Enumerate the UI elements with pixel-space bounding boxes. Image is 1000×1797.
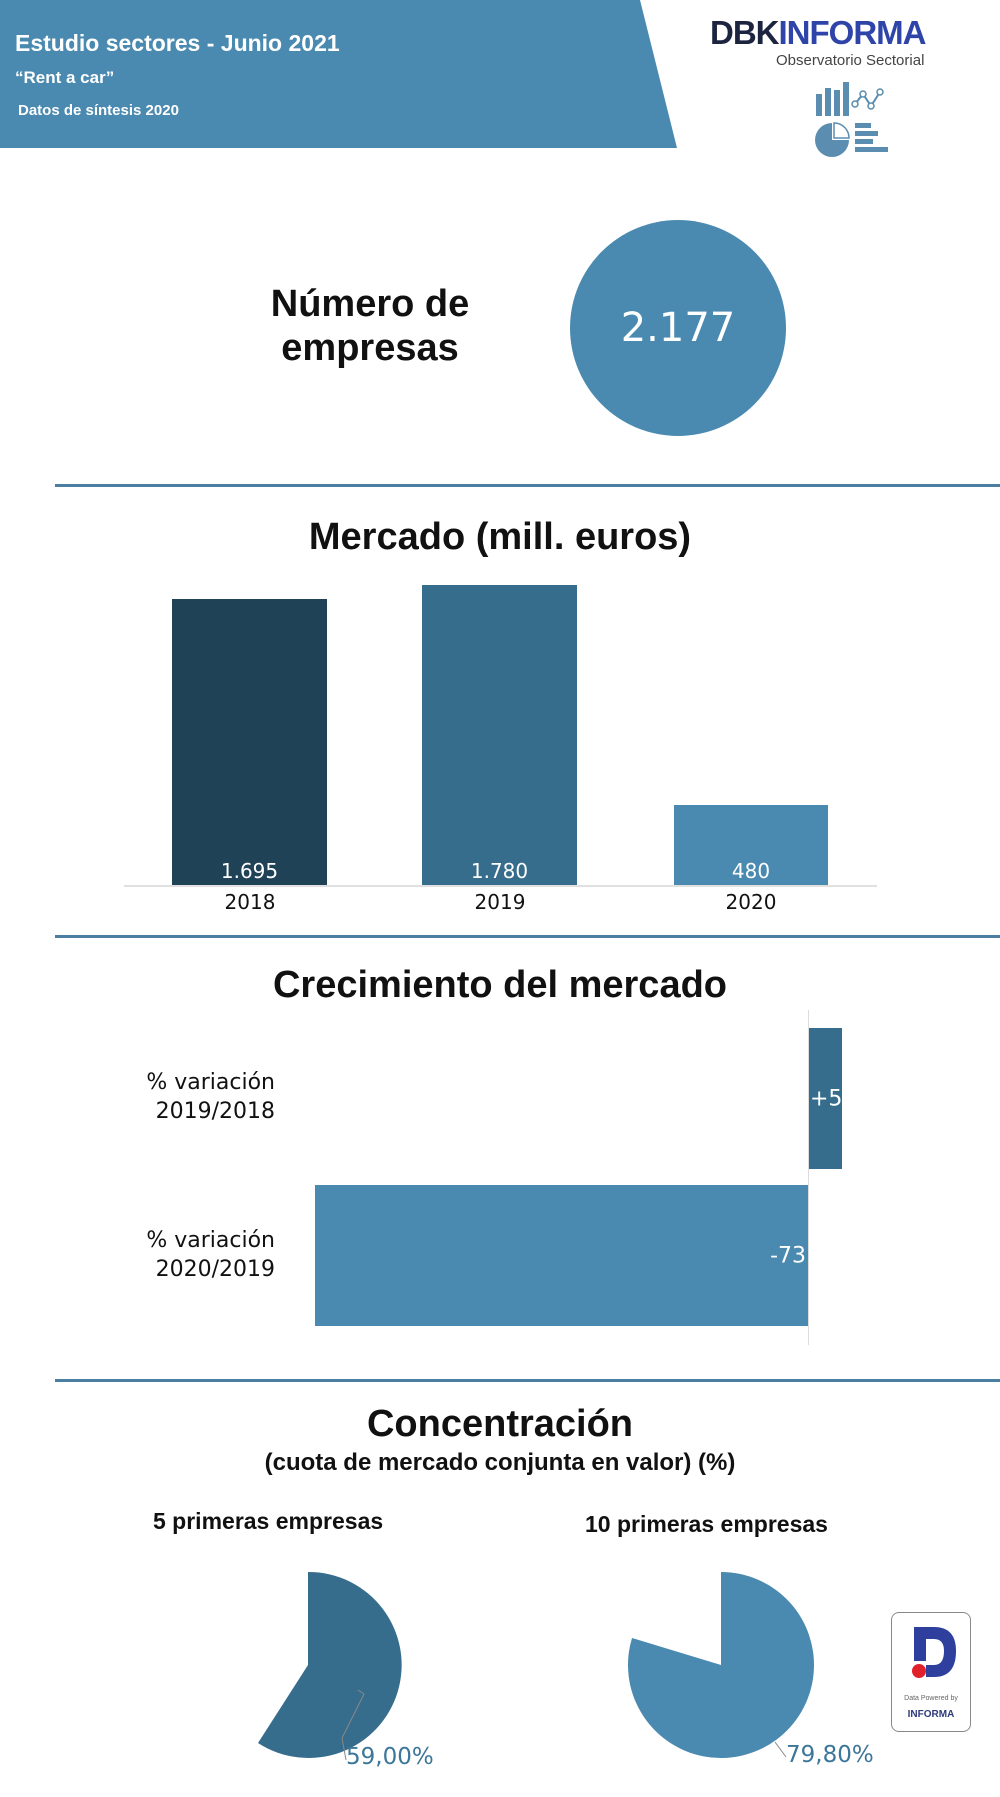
pie-top10 <box>627 1572 814 1758</box>
growth-value-2019-2018: +5 <box>810 1086 843 1111</box>
growth-label-line2: 2020/2019 <box>155 1257 275 1282</box>
x-tick-2019: 2019 <box>474 890 526 914</box>
data-period: Datos de síntesis 2020 <box>18 102 179 119</box>
market-chart-title: Mercado (mill. euros) <box>308 516 692 558</box>
x-tick-2020: 2020 <box>725 890 777 914</box>
header-background <box>0 0 677 148</box>
section-divider <box>55 935 1000 938</box>
sector-name: “Rent a car” <box>15 68 115 87</box>
growth-label-2020-2019: % variación 2020/2019 <box>100 1226 275 1284</box>
section-divider <box>55 1379 1000 1382</box>
badge-brand: INFORMA <box>907 1709 955 1720</box>
dbk-informa-logo: DBKINFORMA Observatorio Sectorial <box>700 10 960 157</box>
section-divider <box>55 484 1000 487</box>
company-count-label: Número de empresas <box>230 282 510 370</box>
pie-title-top5: 5 primeras empresas <box>153 1508 384 1534</box>
kpi-label-line1: Número de <box>270 283 470 325</box>
company-count-circle: 2.177 <box>570 220 786 436</box>
bar-value-2019: 1.780 <box>470 859 529 883</box>
pie-label-top10: 79,80% <box>786 1742 874 1768</box>
growth-bar-2019-2018: +5 <box>809 1028 842 1169</box>
data-powered-by-informa-badge: Data Powered by INFORMA <box>891 1612 971 1732</box>
pie-label-top5: 59,00% <box>346 1744 434 1770</box>
bar-value-2018: 1.695 <box>220 859 279 883</box>
growth-chart-title: Crecimiento del mercado <box>272 964 728 1006</box>
x-tick-2018: 2018 <box>224 890 276 914</box>
analytics-charts-icon <box>815 82 888 157</box>
concentration-title: Concentración <box>366 1403 634 1445</box>
growth-bar-2020-2019: -73 <box>315 1185 808 1326</box>
bar-2018: 1.695 <box>172 599 327 885</box>
logo-tagline: Observatorio Sectorial <box>776 52 925 69</box>
company-count-value: 2.177 <box>620 305 736 351</box>
bar-2020: 480 <box>674 805 828 885</box>
growth-label-line1: % variación <box>146 1228 275 1253</box>
kpi-label-line2: empresas <box>281 327 459 369</box>
x-axis-line <box>124 885 877 887</box>
header-banner: Estudio sectores - Junio 2021 “Rent a ca… <box>0 0 680 150</box>
zero-axis-line <box>808 1010 809 1345</box>
growth-value-2020-2019: -73 <box>770 1243 806 1268</box>
pie-top5 <box>258 1571 402 1761</box>
logo-informa: INFORMA <box>778 14 927 51</box>
logo-dbk: DBK <box>710 14 779 51</box>
bar-2019: 1.780 <box>422 585 577 885</box>
growth-label-line1: % variación <box>146 1070 275 1095</box>
pie-title-top10: 10 primeras empresas <box>585 1511 828 1537</box>
informa-d-logo-icon <box>912 1627 956 1678</box>
bar-value-2020: 480 <box>731 859 771 883</box>
report-title: Estudio sectores - Junio 2021 <box>15 30 340 56</box>
logo-wordmark: DBKINFORMA <box>710 14 927 52</box>
growth-label-2019-2018: % variación 2019/2018 <box>100 1068 275 1126</box>
concentration-subtitle: (cuota de mercado conjunta en valor) (%) <box>264 1449 736 1476</box>
badge-small-text: Data Powered by <box>904 1695 958 1702</box>
growth-label-line2: 2019/2018 <box>155 1099 275 1124</box>
